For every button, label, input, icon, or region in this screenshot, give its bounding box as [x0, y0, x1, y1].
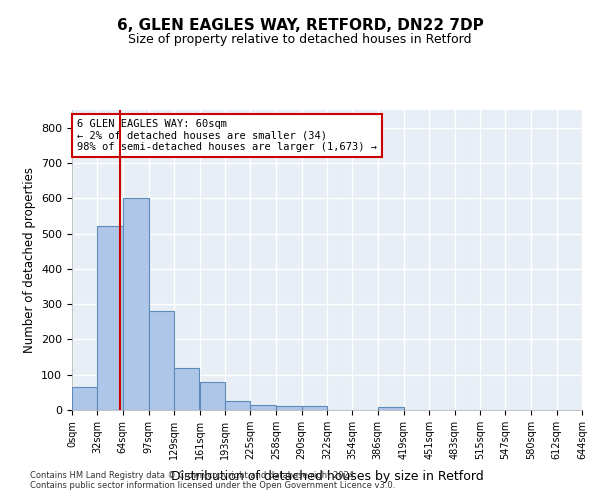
Bar: [174, 368, 199, 410]
Bar: [122, 198, 149, 410]
Text: Size of property relative to detached houses in Retford: Size of property relative to detached ho…: [128, 32, 472, 46]
Text: Contains HM Land Registry data © Crown copyright and database right 2024.: Contains HM Land Registry data © Crown c…: [30, 471, 356, 480]
Bar: [72, 387, 97, 410]
X-axis label: Distribution of detached houses by size in Retford: Distribution of detached houses by size …: [170, 470, 484, 484]
Bar: [250, 404, 277, 410]
Text: Contains public sector information licensed under the Open Government Licence v3: Contains public sector information licen…: [30, 481, 395, 490]
Bar: [377, 407, 404, 410]
Bar: [97, 226, 122, 410]
Text: 6, GLEN EAGLES WAY, RETFORD, DN22 7DP: 6, GLEN EAGLES WAY, RETFORD, DN22 7DP: [116, 18, 484, 32]
Bar: [149, 311, 174, 410]
Bar: [302, 406, 327, 410]
Bar: [225, 401, 250, 410]
Bar: [277, 406, 302, 410]
Bar: [199, 382, 225, 410]
Y-axis label: Number of detached properties: Number of detached properties: [23, 167, 35, 353]
Text: 6 GLEN EAGLES WAY: 60sqm
← 2% of detached houses are smaller (34)
98% of semi-de: 6 GLEN EAGLES WAY: 60sqm ← 2% of detache…: [77, 119, 377, 152]
